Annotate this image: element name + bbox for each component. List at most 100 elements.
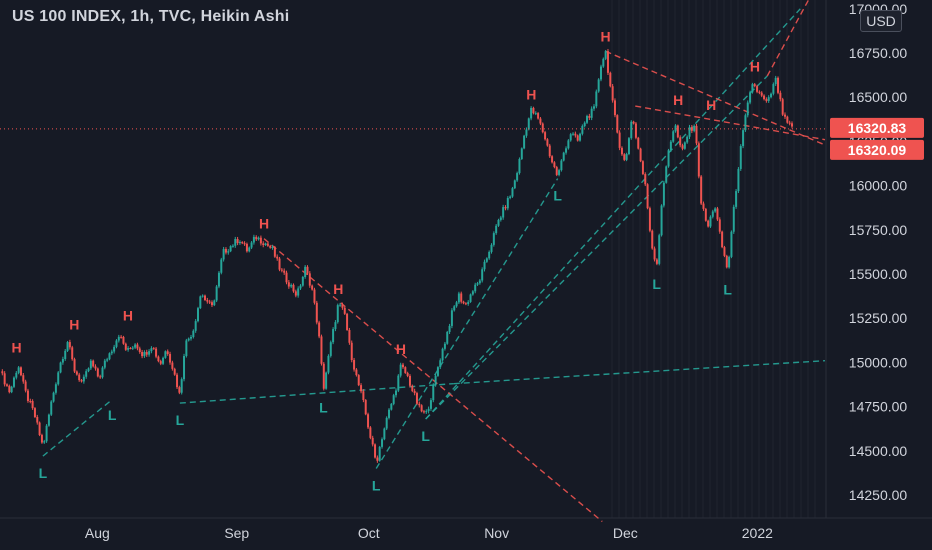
- candle-body: [92, 360, 95, 367]
- candle-body: [483, 261, 486, 270]
- candle-body: [183, 356, 186, 380]
- candle-body: [369, 427, 372, 438]
- candle-body: [623, 154, 626, 160]
- candle-body: [765, 99, 768, 101]
- candle-body: [173, 368, 176, 375]
- candle-body: [255, 236, 258, 240]
- candle-body: [586, 116, 589, 123]
- candle-body: [497, 219, 500, 226]
- candle-body: [425, 411, 428, 413]
- high-marker: H: [396, 341, 406, 357]
- candle-body: [166, 351, 169, 355]
- candle-body: [721, 231, 724, 248]
- candle-body: [285, 272, 288, 283]
- candle-body: [243, 243, 246, 245]
- candle-body: [306, 266, 309, 274]
- trendline: [425, 75, 768, 420]
- candle-body: [222, 249, 225, 260]
- candle-body: [187, 338, 190, 341]
- candle-body: [169, 354, 172, 363]
- candle-body: [751, 84, 754, 93]
- candle-body: [301, 276, 304, 286]
- currency-button[interactable]: USD: [860, 10, 902, 32]
- candle-body: [707, 220, 710, 227]
- candle-body: [742, 130, 745, 147]
- x-tick-label: Dec: [613, 525, 638, 541]
- candle-body: [716, 208, 719, 220]
- candle-body: [471, 291, 474, 295]
- candle-body: [532, 107, 535, 114]
- candle-body: [639, 148, 642, 162]
- candle-body: [71, 347, 74, 360]
- candle-body: [469, 294, 472, 302]
- candle-body: [756, 86, 759, 92]
- candle-body: [148, 351, 151, 355]
- candle-body: [651, 230, 654, 249]
- candle-body: [763, 95, 766, 100]
- candle-body: [492, 233, 495, 245]
- candle-body: [604, 51, 607, 59]
- candle-body: [250, 242, 253, 248]
- candle-body: [19, 367, 22, 376]
- candle-body: [625, 154, 628, 160]
- candle-body: [446, 331, 449, 344]
- candle-body: [695, 125, 698, 144]
- candle-body: [653, 248, 656, 260]
- candle-body: [679, 137, 682, 146]
- candle-body: [681, 145, 684, 149]
- candle-body: [581, 126, 584, 134]
- candle-body: [5, 384, 8, 386]
- candle-body: [159, 361, 162, 364]
- trendline: [42, 399, 113, 457]
- x-tick-label: Aug: [85, 525, 110, 541]
- candle-body: [152, 348, 155, 350]
- candle-body: [553, 162, 556, 168]
- candle-body: [674, 125, 677, 132]
- high-marker: H: [69, 316, 79, 332]
- candle-body: [299, 285, 302, 289]
- candle-body: [693, 125, 696, 131]
- candle-body: [322, 363, 325, 389]
- candle-body: [583, 122, 586, 127]
- candle-body: [290, 284, 293, 287]
- candle-body: [89, 360, 92, 369]
- candle-body: [718, 219, 721, 232]
- candle-body: [185, 340, 188, 357]
- high-marker: H: [673, 92, 683, 108]
- candle-body: [646, 184, 649, 209]
- y-tick-label: 14250.00: [849, 487, 908, 503]
- candle-body: [599, 66, 602, 80]
- candle-body: [224, 249, 227, 253]
- candle-body: [390, 403, 393, 410]
- candle-body: [395, 390, 397, 396]
- high-marker: H: [526, 87, 536, 103]
- candle-body: [129, 348, 132, 350]
- candle-body: [85, 371, 88, 377]
- x-tick-label: Oct: [358, 525, 380, 541]
- candle-body: [82, 376, 85, 382]
- candle-body: [744, 115, 747, 131]
- candle-body: [572, 133, 575, 135]
- candle-body: [739, 146, 742, 169]
- trendline: [635, 105, 826, 141]
- candle-body: [155, 348, 158, 357]
- candle-body: [523, 135, 526, 149]
- candle-body: [758, 91, 761, 93]
- candle-body: [551, 156, 554, 163]
- x-tick-label: Nov: [484, 525, 509, 541]
- candle-body: [8, 385, 11, 393]
- candle-body: [66, 342, 69, 351]
- candle-body: [103, 360, 106, 368]
- x-tick-label: Sep: [224, 525, 249, 541]
- candle-body: [791, 123, 793, 127]
- candle-body: [525, 129, 528, 136]
- candle-body: [436, 367, 439, 376]
- candle-body: [690, 127, 693, 131]
- high-marker: H: [123, 308, 133, 324]
- candle-body: [217, 272, 220, 287]
- candle-body: [180, 379, 183, 393]
- candle-body: [364, 400, 367, 415]
- candle-body: [297, 288, 300, 296]
